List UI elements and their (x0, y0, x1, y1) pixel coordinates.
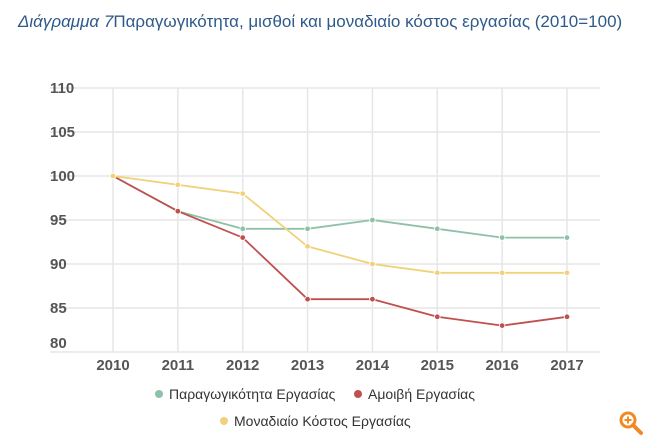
data-point (174, 181, 182, 188)
legend-item-2: Μοναδιαίο Κόστος Εργασίας (220, 413, 411, 429)
legend-marker (354, 390, 362, 398)
y-tick-label: 110 (50, 80, 74, 97)
legend-label: Παραγωγικότητα Εργασίας (169, 386, 336, 402)
data-point (563, 269, 571, 276)
data-point (434, 313, 441, 320)
y-tick-label: 80 (50, 335, 67, 352)
chart-title: Διάγραμμα 7Παραγωγικότητα, μισθοί και μο… (18, 12, 622, 32)
legend-marker (155, 390, 163, 398)
data-point (563, 234, 571, 241)
legend-item-1: Αμοιβή Εργασίας (354, 386, 475, 402)
data-point (369, 216, 376, 224)
legend-label: Αμοιβή Εργασίας (368, 386, 476, 402)
data-point (239, 190, 246, 197)
y-tick-label: 95 (50, 212, 67, 229)
legend-item-0: Παραγωγικότητα Εργασίας (155, 386, 335, 402)
zoom-in-icon[interactable] (618, 410, 644, 436)
x-tick-label: 2016 (485, 357, 518, 374)
data-point (304, 225, 311, 232)
data-point (434, 269, 441, 276)
series-line-2 (112, 175, 567, 274)
figure-number: Διάγραμμα 7 (18, 12, 114, 31)
x-tick-label: 2015 (421, 357, 454, 374)
y-tick-label: 105 (50, 124, 75, 141)
data-point (304, 243, 311, 250)
data-point (498, 269, 506, 276)
x-tick-label: 2011 (162, 357, 195, 374)
x-tick-label: 2010 (96, 357, 129, 374)
data-point (239, 225, 246, 232)
x-tick-label: 2017 (550, 357, 583, 374)
y-tick-label: 85 (50, 300, 67, 317)
title-text: Παραγωγικότητα, μισθοί και μοναδιαίο κόσ… (113, 12, 623, 31)
data-point (174, 207, 182, 215)
legend-marker (220, 417, 228, 425)
data-point (369, 260, 376, 268)
y-tick-label: 100 (50, 168, 75, 185)
data-point (369, 296, 376, 303)
data-point (239, 234, 246, 241)
data-point (563, 313, 571, 320)
data-point (498, 322, 506, 329)
y-tick-label: 90 (50, 256, 67, 273)
x-tick-label: 2012 (226, 357, 259, 374)
series-line-1 (112, 175, 568, 327)
data-point (434, 225, 441, 232)
data-point (109, 172, 117, 180)
data-point (304, 296, 311, 303)
x-tick-label: 2013 (291, 357, 324, 374)
series-line-0 (112, 175, 567, 239)
legend-label: Μοναδιαίο Κόστος Εργασίας (234, 413, 411, 429)
x-tick-label: 2014 (356, 357, 390, 374)
data-point (498, 234, 506, 241)
